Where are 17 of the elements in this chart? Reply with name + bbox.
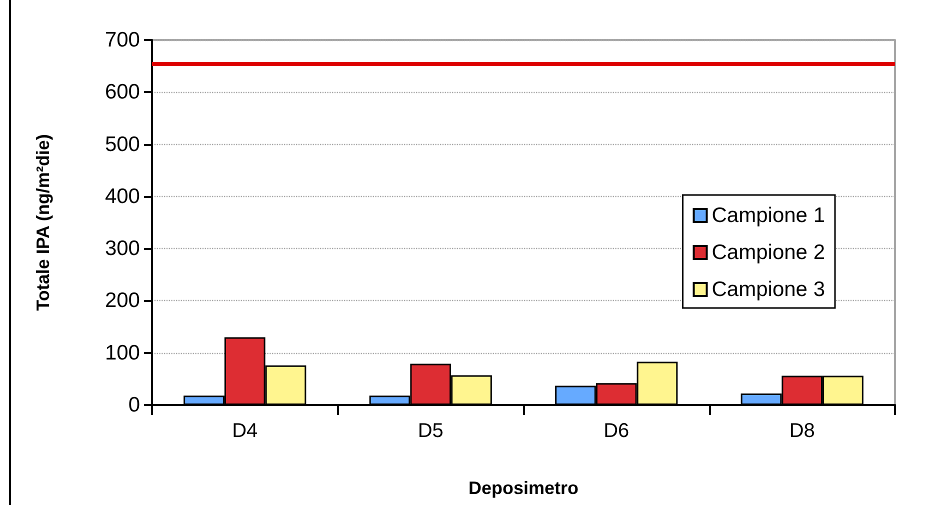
y-tick-label: 0: [128, 394, 140, 416]
x-tick-label: D4: [232, 420, 258, 442]
y-tick-label: 300: [104, 237, 140, 260]
x-tick-label: D5: [418, 420, 444, 442]
y-tick-label: 700: [104, 28, 140, 52]
legend-label: Campione 1: [712, 204, 825, 227]
y-tick-label: 400: [104, 184, 140, 208]
x-tick-label: D6: [604, 420, 630, 442]
y-tick-label: 600: [104, 80, 140, 104]
x-tick-label: D8: [789, 420, 815, 442]
y-tick-label: 100: [104, 341, 140, 364]
y-tick-label: 200: [104, 289, 140, 312]
legend-label: Campione 3: [712, 278, 825, 301]
legend-label: Campione 2: [712, 241, 825, 264]
x-axis-title: Deposimetro: [468, 478, 579, 498]
y-tick-label: 500: [104, 132, 140, 156]
y-axis-title: Totale IPA (ng/m²die): [33, 134, 53, 311]
